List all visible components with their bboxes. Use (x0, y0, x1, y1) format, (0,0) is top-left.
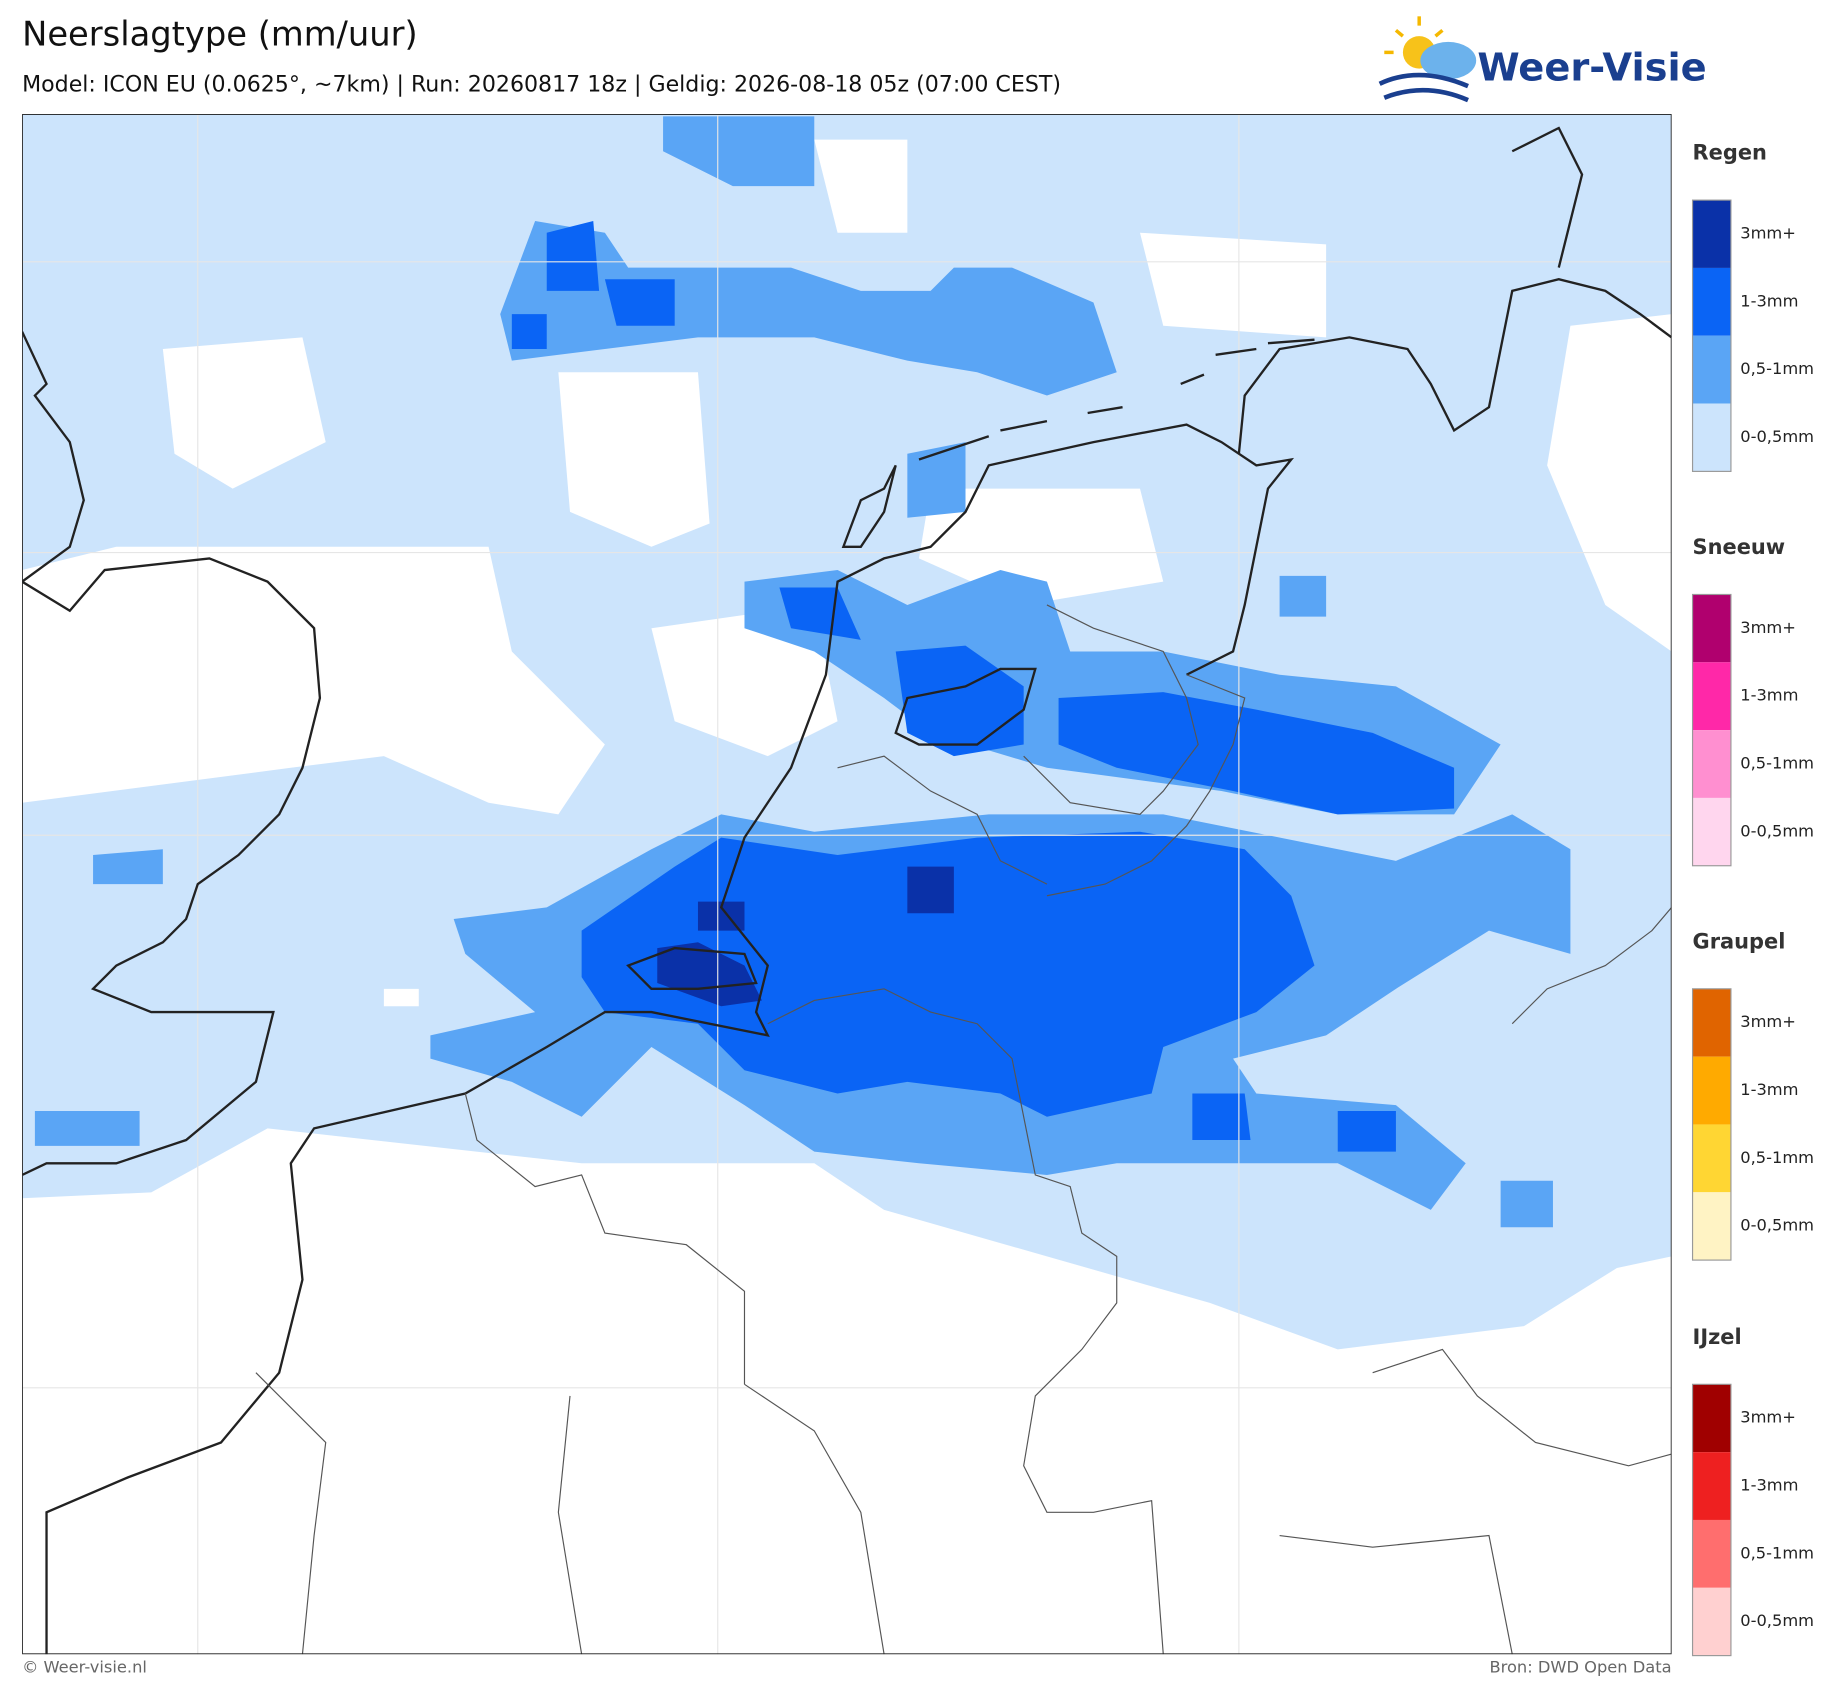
legend-label: 0-0,5mm (1740, 1216, 1814, 1235)
map (22, 114, 1672, 1655)
legend-label: 0-0,5mm (1740, 821, 1814, 840)
coastlines (22, 126, 1672, 1655)
grid (22, 114, 1672, 1655)
legend-label: 1-3mm (1740, 686, 1798, 705)
legend-label: 0,5-1mm (1740, 1148, 1814, 1167)
legend-swatch (1692, 403, 1731, 472)
legend-swatch (1692, 797, 1731, 866)
borders (255, 604, 1672, 1655)
legend-frame (1691, 593, 1732, 867)
legend-title: Graupel (1693, 929, 1786, 953)
legend-title: Regen (1693, 141, 1767, 165)
legend-swatch (1692, 267, 1731, 336)
legend-swatch (1692, 730, 1731, 798)
logo-text: Weer-Visie (1477, 45, 1706, 90)
legend-swatch (1692, 1192, 1731, 1261)
legend-label: 1-3mm (1740, 291, 1798, 310)
legend-swatch (1692, 1056, 1731, 1125)
legend-label: 3mm+ (1740, 618, 1796, 637)
legend-label: 0-0,5mm (1740, 427, 1814, 446)
legend-swatch (1692, 1124, 1731, 1193)
legend-swatch (1692, 594, 1731, 663)
precip-gaps (22, 139, 1672, 1007)
legend-swatch (1692, 335, 1731, 404)
title: Neerslagtype (mm/uur) (22, 15, 418, 54)
legend-label: 3mm+ (1740, 224, 1796, 243)
legend-label: 1-3mm (1740, 1080, 1798, 1099)
legend-frame (1691, 988, 1732, 1261)
legend: Regen 3mm+ 1-3mm 0,5-1mm 0-0,5mm Sneeuw 3mm+ 1-… (1691, 141, 1814, 1657)
legend-swatch (1692, 988, 1731, 1057)
legend-frame (1691, 199, 1732, 472)
legend-swatch (1692, 1519, 1731, 1588)
footer-left: © Weer-visie.nl (22, 1658, 147, 1677)
footer-right: Bron: DWD Open Data (1489, 1658, 1671, 1677)
legend-title: IJzel (1693, 1325, 1742, 1349)
legend-swatch (1692, 200, 1731, 268)
logo: Weer-Visie (1378, 16, 1707, 103)
legend-swatch (1692, 1384, 1731, 1453)
precip-heavy (511, 221, 1455, 1152)
legend-swatch (1692, 662, 1731, 731)
precip-extreme (657, 866, 954, 1007)
legend-swatch (1692, 1587, 1731, 1656)
legend-label: 3mm+ (1740, 1012, 1796, 1031)
legend-swatch (1692, 1452, 1731, 1520)
legend-label: 1-3mm (1740, 1476, 1798, 1495)
legend-label: 0,5-1mm (1740, 754, 1814, 773)
legend-label: 0,5-1mm (1740, 1543, 1814, 1562)
legend-label: 0,5-1mm (1740, 359, 1814, 378)
legend-label: 3mm+ (1740, 1408, 1796, 1427)
legend-frame (1691, 1383, 1732, 1657)
subtitle: Model: ICON EU (0.0625°, ~7km) | Run: 20… (22, 71, 1061, 97)
legend-label: 0-0,5mm (1740, 1611, 1814, 1630)
legend-title: Sneeuw (1693, 535, 1786, 559)
